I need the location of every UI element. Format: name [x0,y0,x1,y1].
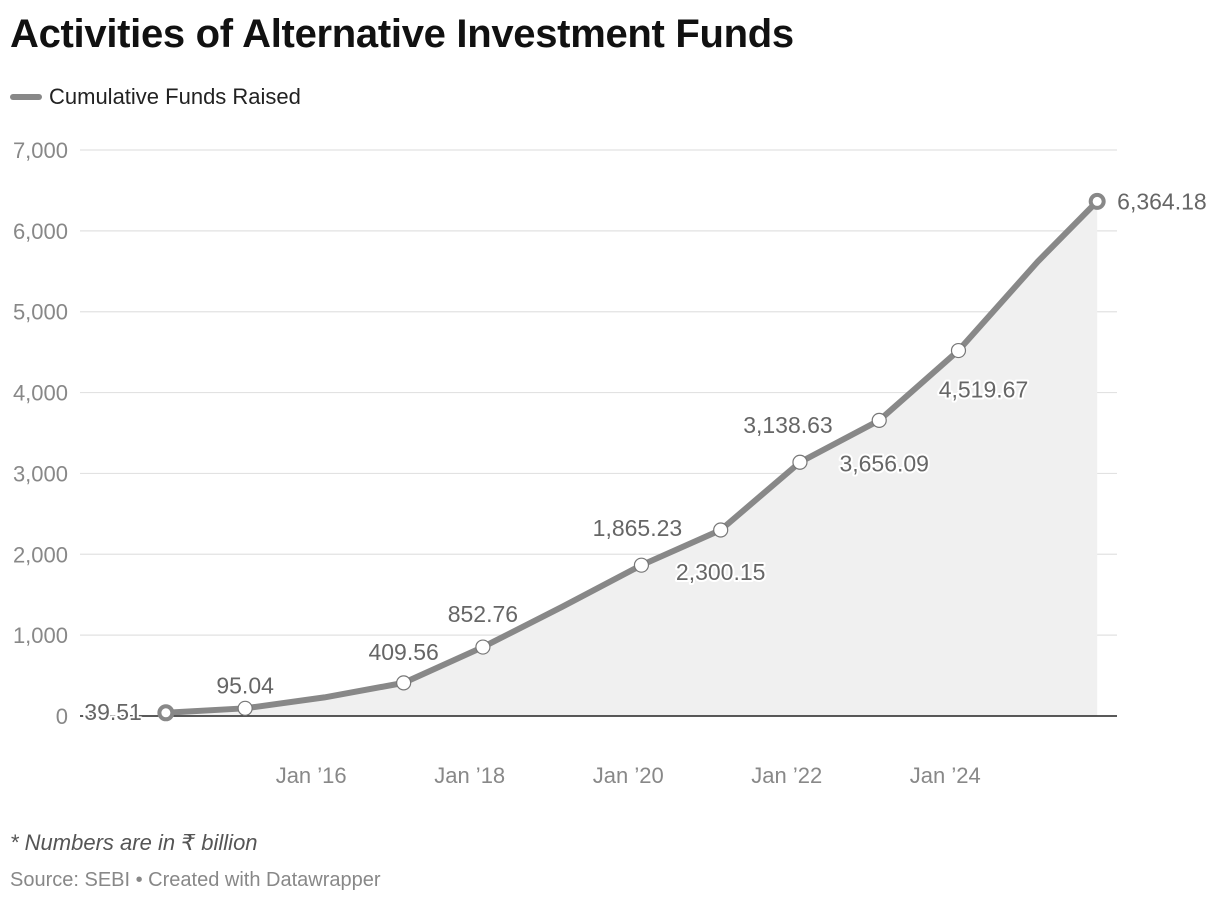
area-fill [165,201,1098,716]
y-tick-label: 7,000 [13,138,68,163]
x-axis-tick-labels: Jan ’16 Jan ’18 Jan ’20 Jan ’22 Jan ’24 [276,763,981,788]
x-tick-label: Jan ’22 [751,763,822,788]
data-point-marker [633,557,650,573]
x-tick-label: Jan ’24 [910,763,981,788]
data-point-marker [157,704,175,722]
data-point-marker [713,522,729,538]
y-tick-label: 4,000 [13,381,68,406]
data-point-marker [475,639,491,655]
y-axis-tick-labels: 0 1,000 2,000 3,000 4,000 5,000 6,000 7,000 [13,138,68,729]
data-label: 852.76 [448,601,518,627]
data-label: 2,300.15 [676,559,766,585]
y-tick-label: 3,000 [13,461,68,486]
data-label: 409.56 [368,639,438,665]
x-tick-label: Jan ’18 [434,763,505,788]
chart-title: Activities of Alternative Investment Fun… [10,12,794,56]
data-label: 39.51 [84,699,142,725]
data-point-marker [871,412,887,428]
data-label: 1,865.23 [593,515,683,541]
data-point-marker [1088,192,1106,210]
units-note: * Numbers are in ₹ billion [10,830,258,855]
data-point-marker [792,454,808,470]
data-labels: 39.51 95.04 409.56 852.76 1,865.23 2,300.15 3,… [82,186,1208,726]
data-label: 4,519.67 [939,377,1029,403]
x-tick-label: Jan ’16 [276,763,347,788]
source-credit: Source: SEBI • Created with Datawrapper [10,869,381,891]
x-tick-label: Jan ’20 [593,763,664,788]
data-point-marker [237,700,253,716]
data-label: 95.04 [216,672,274,698]
legend-swatch [10,94,42,100]
y-tick-label: 6,000 [13,219,68,244]
data-label: 6,364.18 [1117,188,1207,214]
y-tick-label: 5,000 [13,300,68,325]
data-point-marker [950,342,967,359]
area-fill-layer [165,201,1098,716]
data-label: 3,656.09 [839,450,929,476]
y-tick-label: 1,000 [13,623,68,648]
legend: Cumulative Funds Raised [10,84,301,110]
data-point-marker [396,675,412,691]
y-tick-label: 2,000 [13,542,68,567]
data-label: 3,138.63 [743,412,833,438]
point-markers [157,192,1106,722]
y-tick-label: 0 [56,704,68,729]
legend-label: Cumulative Funds Raised [49,84,301,109]
